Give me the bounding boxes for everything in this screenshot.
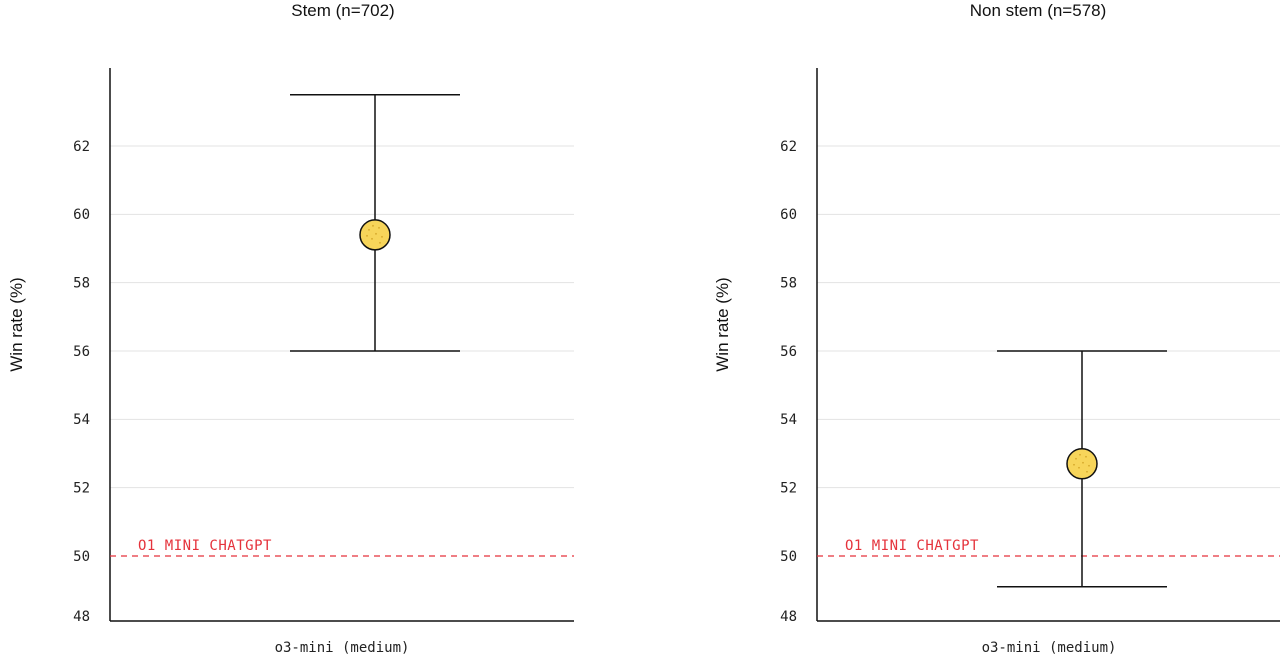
data-point-texture bbox=[1079, 453, 1081, 456]
chart-title: Stem (n=702) bbox=[291, 1, 394, 20]
data-point-texture bbox=[1075, 457, 1077, 460]
chart-title: Non stem (n=578) bbox=[970, 1, 1107, 20]
y-tick-label: 60 bbox=[73, 207, 90, 223]
data-point-texture bbox=[1088, 464, 1090, 467]
y-tick-label: 48 bbox=[780, 609, 797, 625]
y-tick-label: 50 bbox=[73, 549, 90, 565]
y-axis-label: Win rate (%) bbox=[7, 277, 26, 371]
data-point bbox=[1066, 448, 1098, 480]
data-point-texture bbox=[372, 224, 374, 227]
reference-line-label: O1 MINI CHATGPT bbox=[138, 538, 272, 554]
y-tick-label: 58 bbox=[780, 276, 797, 292]
y-tick-label: 60 bbox=[780, 207, 797, 223]
chart-panel-2: Non stem (n=578) Win rate (%) 48 50 52 54 56 58… bbox=[713, 1, 1280, 654]
data-point-texture bbox=[378, 226, 380, 229]
y-tick-label: 62 bbox=[780, 139, 797, 155]
y-tick-label: 52 bbox=[73, 481, 90, 497]
data-point-texture bbox=[371, 237, 373, 240]
y-axis-label: Win rate (%) bbox=[713, 277, 732, 371]
data-point-texture bbox=[1078, 466, 1080, 469]
x-category-label: o3-mini (medium) bbox=[982, 640, 1117, 654]
data-point-texture bbox=[1085, 455, 1087, 458]
y-tick-label: 56 bbox=[780, 344, 797, 360]
data-point-texture bbox=[379, 241, 381, 244]
y-tick-label: 58 bbox=[73, 276, 90, 292]
y-tick-label: 52 bbox=[780, 481, 797, 497]
y-tick-label: 54 bbox=[780, 412, 797, 428]
chart-panel-1: Stem (n=702) Win rate (%) 48 50 52 54 56 58 60 62… bbox=[7, 1, 574, 654]
data-point-texture bbox=[375, 232, 377, 235]
data-point-texture bbox=[368, 228, 370, 231]
data-point-texture bbox=[381, 235, 383, 238]
y-tick-label: 54 bbox=[73, 412, 90, 428]
y-tick-label: 50 bbox=[780, 549, 797, 565]
data-point-texture bbox=[1082, 461, 1084, 464]
y-tick-label: 62 bbox=[73, 139, 90, 155]
y-tick-label: 56 bbox=[73, 344, 90, 360]
data-point bbox=[359, 219, 391, 251]
reference-line-label: O1 MINI CHATGPT bbox=[845, 538, 979, 554]
x-category-label: o3-mini (medium) bbox=[275, 640, 410, 654]
data-point-texture bbox=[1073, 463, 1075, 466]
data-point-texture bbox=[1086, 470, 1088, 473]
data-point-texture bbox=[366, 234, 368, 237]
y-tick-label: 48 bbox=[73, 609, 90, 625]
